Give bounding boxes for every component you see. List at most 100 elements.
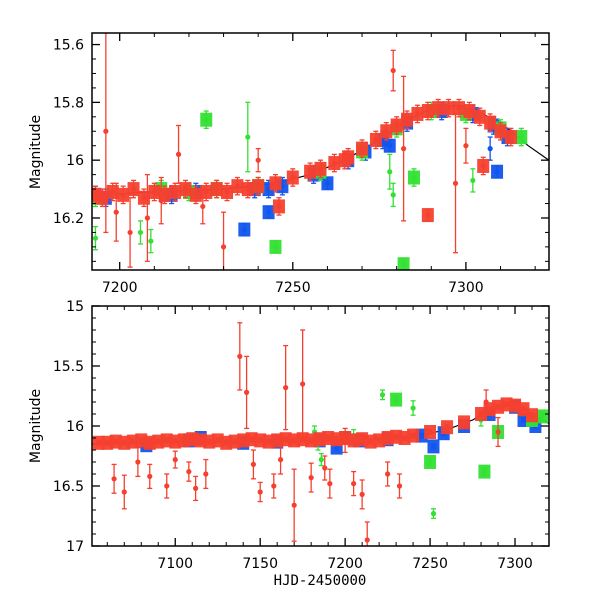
bottom-xtick-label: 7250 <box>412 556 448 572</box>
bottom-red-point <box>283 344 289 431</box>
top-red-point <box>390 49 396 92</box>
bottom-red-point <box>385 461 391 487</box>
top-red-point <box>241 179 254 199</box>
top-red-point <box>452 113 459 254</box>
bottom-ytick-label: 16 <box>66 419 84 435</box>
top-red-point <box>210 179 223 199</box>
top-red-point <box>148 182 161 202</box>
top-red-point <box>421 101 434 121</box>
top-red-point <box>314 159 327 179</box>
top-panel-frame <box>91 32 550 271</box>
bottom-red-point <box>441 420 454 435</box>
top-red-point <box>452 98 465 118</box>
bottom-xtick-label: 7150 <box>242 556 278 572</box>
bottom-xtick-label: 7200 <box>327 556 363 572</box>
bottom-red-point <box>322 455 328 481</box>
top-green-point <box>515 127 528 147</box>
top-red-point <box>286 168 299 187</box>
bottom-green-point <box>410 400 416 416</box>
top-red-point <box>356 139 369 158</box>
top-xtick-label: 7200 <box>102 280 138 296</box>
top-series-red <box>92 33 517 270</box>
top-red-point <box>169 182 182 202</box>
top-green-point <box>397 257 410 270</box>
bottom-x-axis-label: HJD-2450000 <box>274 573 367 589</box>
top-red-point <box>200 182 213 202</box>
top-red-point <box>117 185 130 205</box>
top-blue-point <box>487 136 493 161</box>
bottom-red-point <box>111 463 117 494</box>
top-red-point <box>231 176 244 196</box>
bottom-red-point <box>147 463 153 490</box>
top-red-point <box>338 150 351 170</box>
top-red-point <box>221 182 234 202</box>
top-red-point <box>432 98 445 118</box>
top-red-point <box>473 107 486 127</box>
bottom-red-point <box>243 355 250 430</box>
top-red-point <box>200 188 206 225</box>
bottom-red-point <box>135 446 141 478</box>
top-green-point <box>407 168 420 187</box>
top-red-point <box>137 188 150 208</box>
bottom-series-red <box>92 322 539 546</box>
bottom-red-point <box>237 322 243 391</box>
top-green-point <box>245 101 251 173</box>
bottom-red-point <box>458 415 471 430</box>
bottom-ytick-label: 17 <box>66 539 84 555</box>
top-ytick-label: 16 <box>66 153 84 169</box>
bottom-green-point <box>430 508 437 520</box>
top-red-point <box>96 188 109 208</box>
top-red-point <box>252 176 265 196</box>
top-red-point <box>463 127 469 164</box>
top-blue-point <box>383 138 396 153</box>
bottom-ytick-label: 16.5 <box>53 479 84 495</box>
top-red-point <box>390 116 403 135</box>
bottom-red-point <box>121 474 127 510</box>
bottom-xtick-label: 7100 <box>157 556 193 572</box>
top-green-point <box>387 153 393 190</box>
bottom-red-point <box>327 468 333 499</box>
top-green-point <box>200 110 213 130</box>
bottom-green-point <box>536 409 549 424</box>
bottom-xtick-label: 7300 <box>497 556 533 572</box>
bottom-green-point <box>379 389 386 401</box>
top-green-point <box>137 220 144 245</box>
top-red-point <box>477 156 490 176</box>
top-red-point <box>442 98 455 118</box>
top-green-point <box>92 225 99 251</box>
top-red-point <box>127 179 140 199</box>
top-red-point <box>304 162 317 182</box>
bottom-red-point <box>193 475 199 502</box>
top-ytick-label: 15.6 <box>53 38 84 54</box>
bottom-plot-area <box>92 322 549 546</box>
top-red-point <box>106 182 119 202</box>
bottom-red-point <box>526 408 539 423</box>
bottom-ytick-label: 15 <box>66 299 84 315</box>
top-xtick-label: 7300 <box>448 280 484 296</box>
top-panel-ticks: 7200 7250 7300 15.6 15.8 16 16.2 <box>53 33 549 296</box>
top-red-point <box>189 185 202 205</box>
bottom-panel-data <box>92 322 549 546</box>
bottom-red-point <box>351 470 357 497</box>
bottom-ytick-label: 15.5 <box>53 359 84 375</box>
bottom-red-point <box>407 428 420 443</box>
top-red-point <box>400 75 407 222</box>
top-blue-point <box>321 176 334 191</box>
bottom-panel: 7100 7150 7200 7250 7300 15 15.5 16 16.5 17 Magni… <box>28 299 550 589</box>
bottom-green-point <box>478 464 491 479</box>
bottom-green-point <box>390 392 403 407</box>
top-green-point <box>390 182 396 208</box>
top-panel: 7200 7250 7300 15.6 15.8 16 16.2 Magnitude <box>28 32 550 296</box>
bottom-green-point <box>318 452 324 467</box>
bottom-red-point <box>257 481 263 503</box>
top-red-point <box>380 121 393 141</box>
bottom-red-point <box>254 433 267 448</box>
top-red-point <box>484 113 497 132</box>
top-red-point <box>401 110 414 130</box>
top-red-point <box>369 130 382 150</box>
bottom-blue-point <box>427 439 440 454</box>
top-red-point <box>144 173 150 262</box>
top-red-point <box>411 104 424 124</box>
top-red-point <box>220 211 227 270</box>
